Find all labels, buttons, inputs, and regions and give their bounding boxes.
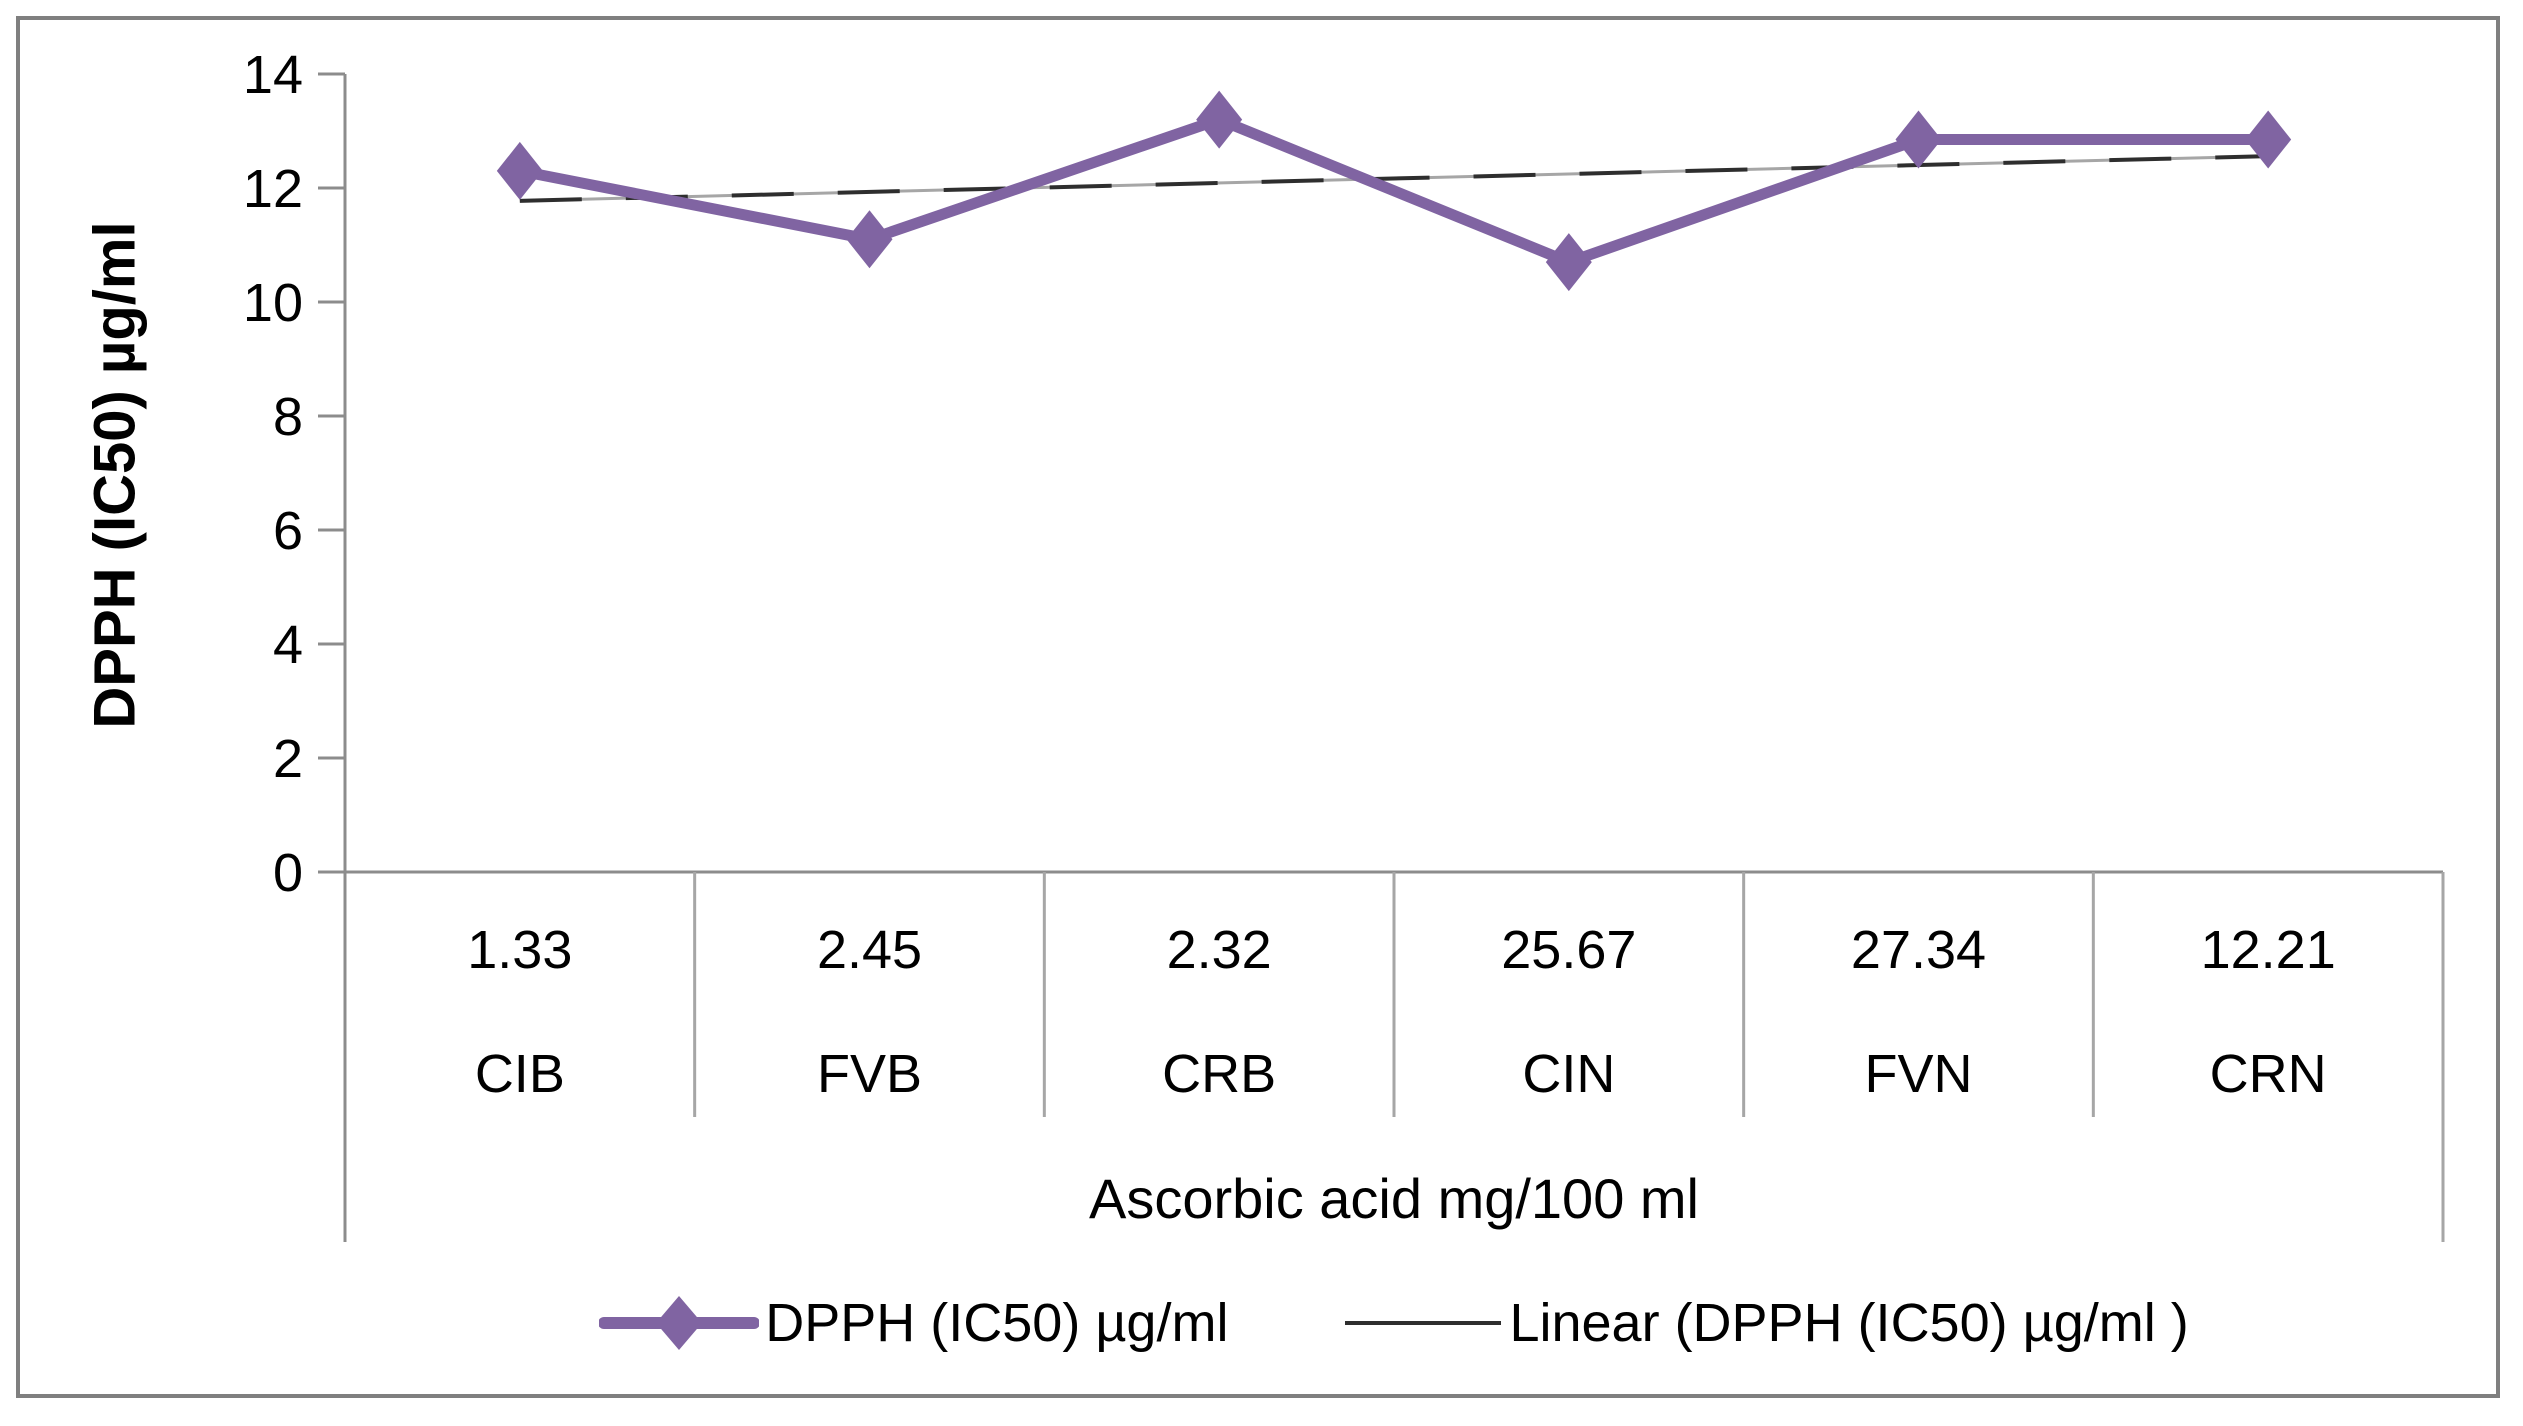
legend-item-trendline: Linear (DPPH (IC50) µg/ml ) xyxy=(1343,1288,2189,1358)
y-axis-tick-label: 2 xyxy=(273,729,303,789)
x-category-label: FVN xyxy=(1865,1044,1973,1104)
data-point-marker xyxy=(1545,233,1592,292)
x-axis-title: Ascorbic acid mg/100 ml xyxy=(1088,1167,1699,1230)
data-point-marker xyxy=(1196,90,1243,149)
x-category-label: CRN xyxy=(2210,1044,2327,1104)
legend-series-label: DPPH (IC50) µg/ml xyxy=(765,1293,1229,1353)
x-value-label: 12.21 xyxy=(2201,920,2336,980)
y-axis-tick-label: 0 xyxy=(273,843,303,903)
trendline-sample-icon xyxy=(1345,1321,1502,1325)
chart-plot-area: 0 2 4 6 8 10 12 14 1.33 2.45 2.32 25.67 27.34 12.21 CI… xyxy=(243,45,2445,1242)
y-axis-tick-label: 8 xyxy=(273,387,303,447)
y-axis-tick-label: 4 xyxy=(273,615,303,675)
x-value-label: 2.32 xyxy=(1167,920,1272,980)
x-category-label: CIN xyxy=(1522,1044,1615,1104)
y-axis-tick-label: 6 xyxy=(273,501,303,561)
x-value-label: 27.34 xyxy=(1851,920,1986,980)
x-category-label: CIB xyxy=(475,1044,565,1104)
x-category-label: FVB xyxy=(817,1044,922,1104)
x-category-label: CRB xyxy=(1162,1044,1276,1104)
data-point-marker xyxy=(846,210,893,269)
legend-trendline-label: Linear (DPPH (IC50) µg/ml ) xyxy=(1509,1293,2189,1353)
data-point-marker xyxy=(2245,110,2292,169)
y-axis-tick-label: 12 xyxy=(243,159,303,219)
y-axis-tick-label: 14 xyxy=(243,45,303,105)
x-value-label: 2.45 xyxy=(817,920,922,980)
data-point-marker xyxy=(496,141,543,200)
data-point-marker xyxy=(1895,110,1942,169)
y-axis-tick-label: 10 xyxy=(243,273,303,333)
legend-item-series: DPPH (IC50) µg/ml xyxy=(599,1288,1228,1358)
y-axis-title: DPPH (IC50) µg/ml xyxy=(82,221,148,729)
chart-frame: 0 2 4 6 8 10 12 14 1.33 2.45 2.32 25.67 27.34 12.21 CI… xyxy=(16,16,2500,1398)
legend-series-diamond-icon xyxy=(656,1296,703,1350)
series-line-marker-icon xyxy=(599,1296,760,1350)
x-value-label: 1.33 xyxy=(467,920,572,980)
legend: DPPH (IC50) µg/ml Linear (DPPH (IC50) µg… xyxy=(345,1278,2443,1368)
trendline xyxy=(519,154,2269,203)
series-line xyxy=(514,114,2274,268)
x-value-label: 25.67 xyxy=(1501,920,1636,980)
